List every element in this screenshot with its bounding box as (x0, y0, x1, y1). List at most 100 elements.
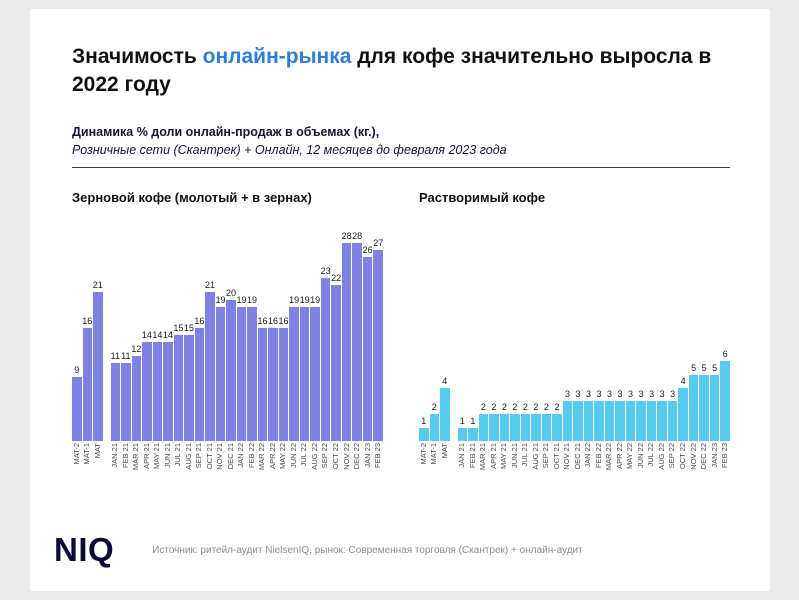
bar (699, 374, 709, 441)
bar (625, 401, 636, 441)
bar-category-label: JAN 23 (362, 442, 372, 468)
bar-category-label: DEC 21 (572, 442, 582, 470)
bar-group: 27 FEB 23 (373, 219, 383, 495)
bar-group: 2 JUN 21 (510, 219, 520, 495)
bar (457, 427, 468, 441)
bar (121, 363, 131, 441)
bar-value-label: 3 (575, 389, 581, 400)
bar (247, 306, 257, 441)
bar-value-label: 19 (289, 294, 300, 305)
bar-category-label: JAN 21 (457, 442, 467, 468)
bar-value-label: 21 (204, 280, 215, 291)
bar (541, 414, 552, 441)
bar-value-label: 14 (162, 329, 173, 340)
bar (520, 414, 531, 441)
bar-value-label: 2 (491, 402, 497, 413)
bar-value-label: 22 (331, 273, 342, 284)
bar-category-label: AUG 22 (656, 442, 666, 470)
bar-category-label: NOV 22 (688, 442, 698, 470)
chart-beans-title: Зерновой кофе (молотый + в зернах) (72, 189, 312, 205)
bar-category-label: APR 22 (614, 442, 624, 469)
bar-category-label: NOV 22 (341, 442, 351, 470)
bar-group: 1 JAN 21 (457, 219, 468, 495)
bar-group: 3 MAY 22 (625, 219, 636, 495)
bar-group: 12 MAR 21 (131, 219, 142, 495)
bar-category-label: MAT (439, 442, 449, 459)
bar-value-label: 21 (92, 280, 103, 291)
bar-group: 2 APR 21 (489, 219, 499, 495)
slide-footer: NIQ Источник: ритейл-аудит NielsenIQ, ры… (54, 531, 730, 569)
bar (299, 306, 310, 441)
bar-category-label: APR 21 (488, 442, 498, 469)
bar-group: 2 MAY 21 (499, 219, 510, 495)
bar-group: 3 SEP 22 (667, 219, 678, 495)
bar-group: 2 AUG 21 (531, 219, 541, 495)
bar (236, 306, 247, 441)
bar (510, 414, 520, 441)
bar (110, 363, 121, 441)
bar-value-label: 19 (247, 294, 258, 305)
bar-category-label: MAT-1 (82, 442, 92, 465)
bar-value-label: 19 (215, 294, 226, 305)
bar-group: 21 MAT (93, 219, 103, 495)
bar-value-label: 19 (310, 294, 321, 305)
bar-group: 2 MAR 21 (478, 219, 489, 495)
title-pre: Значимость (72, 45, 203, 68)
bar-category-label: SEP 21 (541, 442, 551, 469)
bar (163, 341, 173, 441)
bar (205, 292, 215, 441)
bar-group: 5 DEC 22 (699, 219, 709, 495)
bar-value-label: 3 (596, 389, 602, 400)
bar-group: 1 FEB 21 (468, 219, 478, 495)
bar-category-label: FEB 21 (120, 442, 130, 468)
bar-category-label: SEP 22 (320, 442, 330, 469)
bar-group: 3 FEB 22 (594, 219, 604, 495)
bar-value-label: 26 (362, 245, 373, 256)
bar-category-label: MAR 22 (604, 442, 614, 470)
bar (215, 306, 226, 441)
bar-category-label: APR 21 (141, 442, 151, 469)
bar (320, 278, 331, 441)
bar-category-label: AUG 21 (183, 442, 193, 470)
bar (594, 401, 604, 441)
bar (173, 334, 184, 441)
bar-value-label: 16 (257, 315, 268, 326)
bar (583, 401, 594, 441)
bar-group: 15 JUL 21 (173, 219, 184, 495)
bar-value-label: 2 (522, 402, 528, 413)
source-text: Источник: ритейл-аудит NielsenIQ, рынок:… (152, 544, 583, 556)
bar-category-label: NOV 21 (562, 442, 572, 470)
bar (709, 374, 720, 441)
bar (72, 377, 82, 441)
bar (604, 401, 615, 441)
bar-category-label: AUG 21 (530, 442, 540, 470)
chart-instant-title: Растворимый кофе (419, 189, 546, 205)
bar-category-label: JUL 22 (299, 442, 309, 467)
bar-category-label: FEB 22 (246, 442, 256, 468)
bar (184, 334, 194, 441)
bar-value-label: 5 (691, 362, 697, 373)
bar (131, 356, 142, 441)
bar-category-label: JAN 21 (110, 442, 120, 468)
bar-category-label: JUN 22 (635, 442, 645, 468)
bar-value-label: 3 (617, 389, 623, 400)
bar-group: 19 NOV 21 (215, 219, 226, 495)
bar-group: 19 AUG 22 (310, 219, 320, 495)
bar-category-label: FEB 21 (467, 442, 477, 468)
bar-value-label: 16 (194, 315, 205, 326)
bar-category-label: DEC 22 (352, 442, 362, 470)
bar (331, 285, 341, 441)
bar-group: 28 NOV 22 (342, 219, 352, 495)
bar-group: 14 APR 21 (142, 219, 152, 495)
bar-category-label: FEB 23 (720, 442, 730, 468)
bar-group: 19 JAN 22 (236, 219, 247, 495)
chart-instant: Растворимый кофе 1 MAT-2 2 MAT-1 4 MAT 1 JAN 21… (419, 190, 730, 495)
bar-value-label: 28 (341, 230, 352, 241)
bar-category-label: MAT (92, 442, 102, 459)
bar (489, 414, 499, 441)
bar-category-label: MAY 21 (152, 442, 162, 469)
bar-category-label: FEB 22 (593, 442, 603, 468)
bar (468, 427, 478, 441)
bar-group: 16 APR 22 (268, 219, 278, 495)
chart-beans: Зерновой кофе (молотый + в зернах) 9 MAT-… (72, 189, 384, 495)
